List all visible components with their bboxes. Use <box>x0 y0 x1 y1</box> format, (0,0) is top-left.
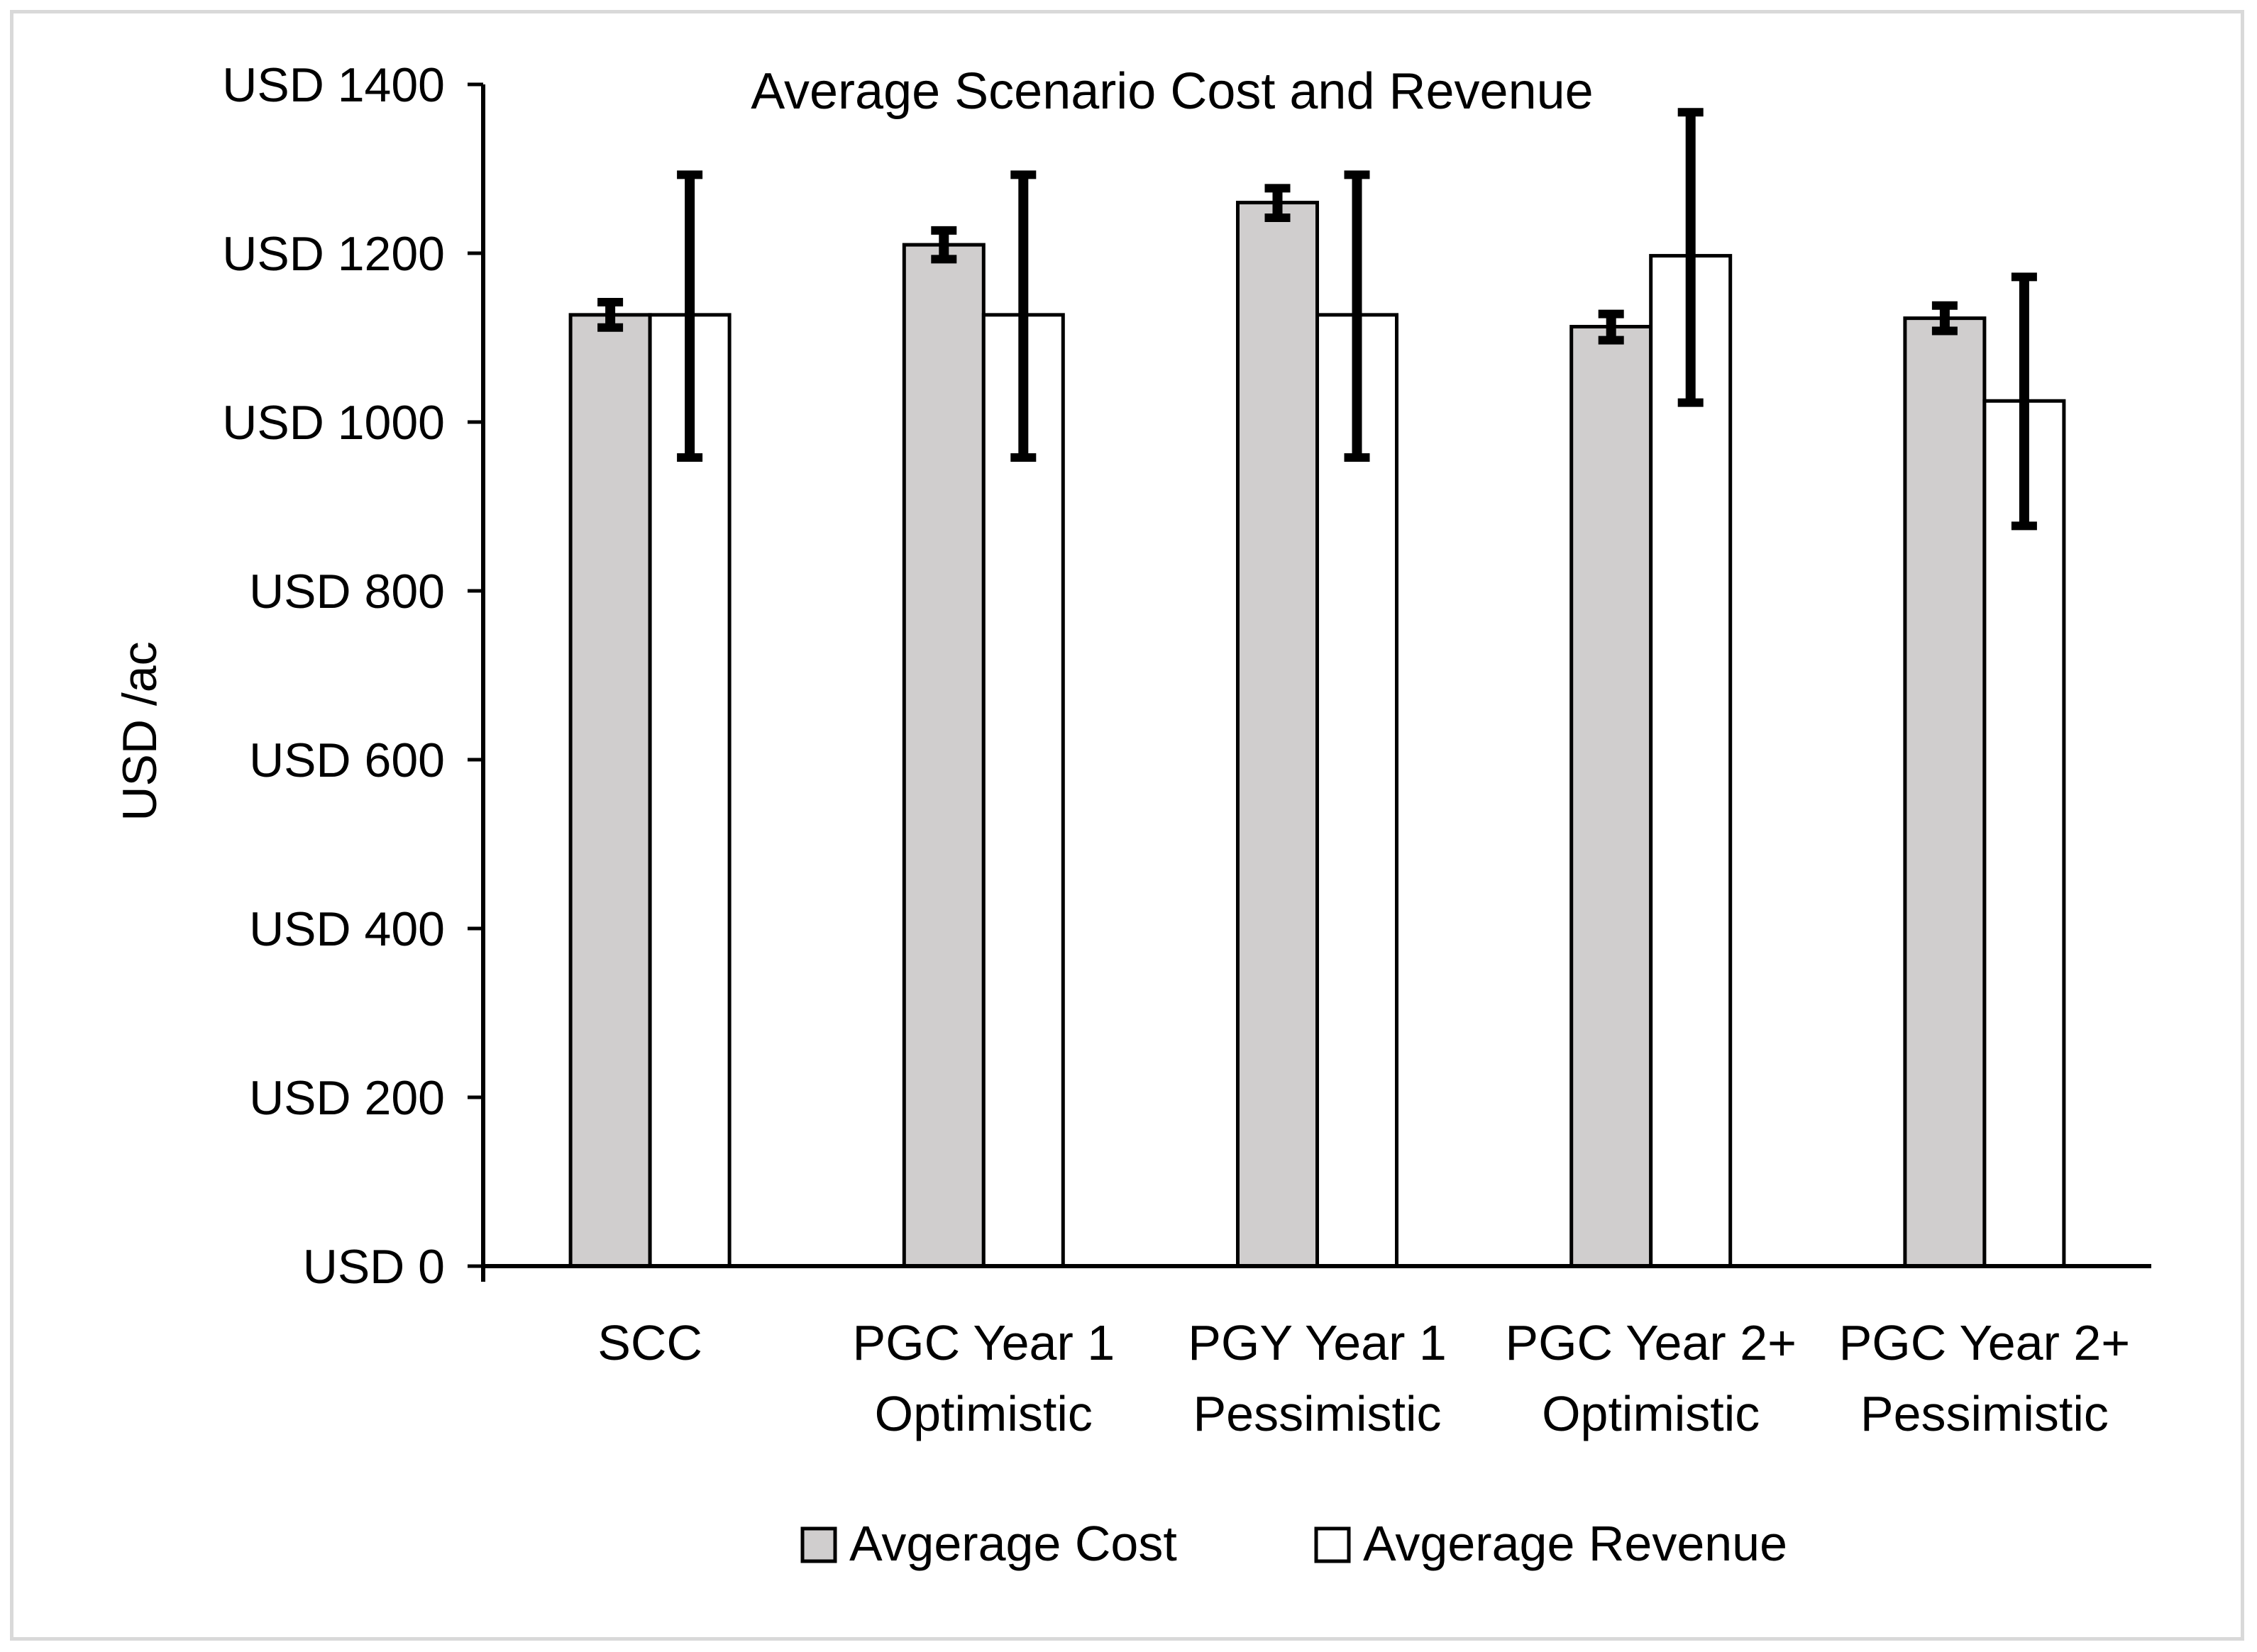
legend-swatch-average-revenue <box>1314 1526 1351 1563</box>
x-tick-label: PGC Year 2+ <box>1839 1315 2131 1370</box>
x-axis-labels: SCC PGC Year 1 Optimistic PGY Year 1 Pessimi… <box>597 1315 2130 1441</box>
legend-swatch-average-cost <box>800 1526 837 1563</box>
bar-average-revenue <box>1649 254 1733 1268</box>
error-bars <box>597 108 2037 531</box>
bar-average-cost <box>568 313 652 1268</box>
x-tick-label: Optimistic <box>1542 1386 1760 1441</box>
y-tick-label: USD 400 <box>249 902 445 956</box>
legend-label-average-cost: Avgerage Cost <box>849 1516 1177 1571</box>
y-axis-label: USD /ac <box>113 641 167 821</box>
bar-average-cost <box>902 243 986 1268</box>
x-tick-label: Optimistic <box>875 1386 1093 1441</box>
bar-average-cost <box>1569 325 1653 1268</box>
chart-title: Average Scenario Cost and Revenue <box>751 63 1593 120</box>
bar-average-cost <box>1903 316 1987 1268</box>
x-tick-label: PGY Year 1 <box>1188 1315 1447 1370</box>
x-tick-label: PGC Year 2+ <box>1505 1315 1797 1370</box>
bars <box>568 201 2066 1268</box>
y-tick-label: USD 0 <box>303 1240 445 1294</box>
legend: Avgerage Cost Avgerage Revenue <box>800 1516 1787 1571</box>
x-tick-label: SCC <box>597 1315 702 1370</box>
legend-label-average-revenue: Avgerage Revenue <box>1363 1516 1787 1571</box>
x-tick-label: Pessimistic <box>1193 1386 1441 1441</box>
y-axis-ticks: USD 0 USD 200 USD 400 USD 600 USD 800 USD 100… <box>222 58 483 1294</box>
bar-average-revenue <box>648 313 732 1268</box>
x-tick-label: Pessimistic <box>1860 1386 2109 1441</box>
y-tick-label: USD 1000 <box>222 396 445 450</box>
bar-average-revenue <box>1315 313 1398 1268</box>
bar-average-revenue <box>1982 399 2066 1268</box>
bar-chart: Average Scenario Cost and Revenue USD /a… <box>113 58 2151 1571</box>
y-tick-label: USD 1400 <box>222 58 445 112</box>
y-tick-label: USD 800 <box>249 565 445 619</box>
y-tick-label: USD 200 <box>249 1071 445 1125</box>
y-tick-label: USD 1200 <box>222 227 445 281</box>
y-tick-label: USD 600 <box>249 733 445 787</box>
chart-frame: Average Scenario Cost and Revenue USD /a… <box>10 10 2244 1641</box>
x-tick-label: PGC Year 1 <box>852 1315 1115 1370</box>
bar-average-cost <box>1236 201 1319 1268</box>
